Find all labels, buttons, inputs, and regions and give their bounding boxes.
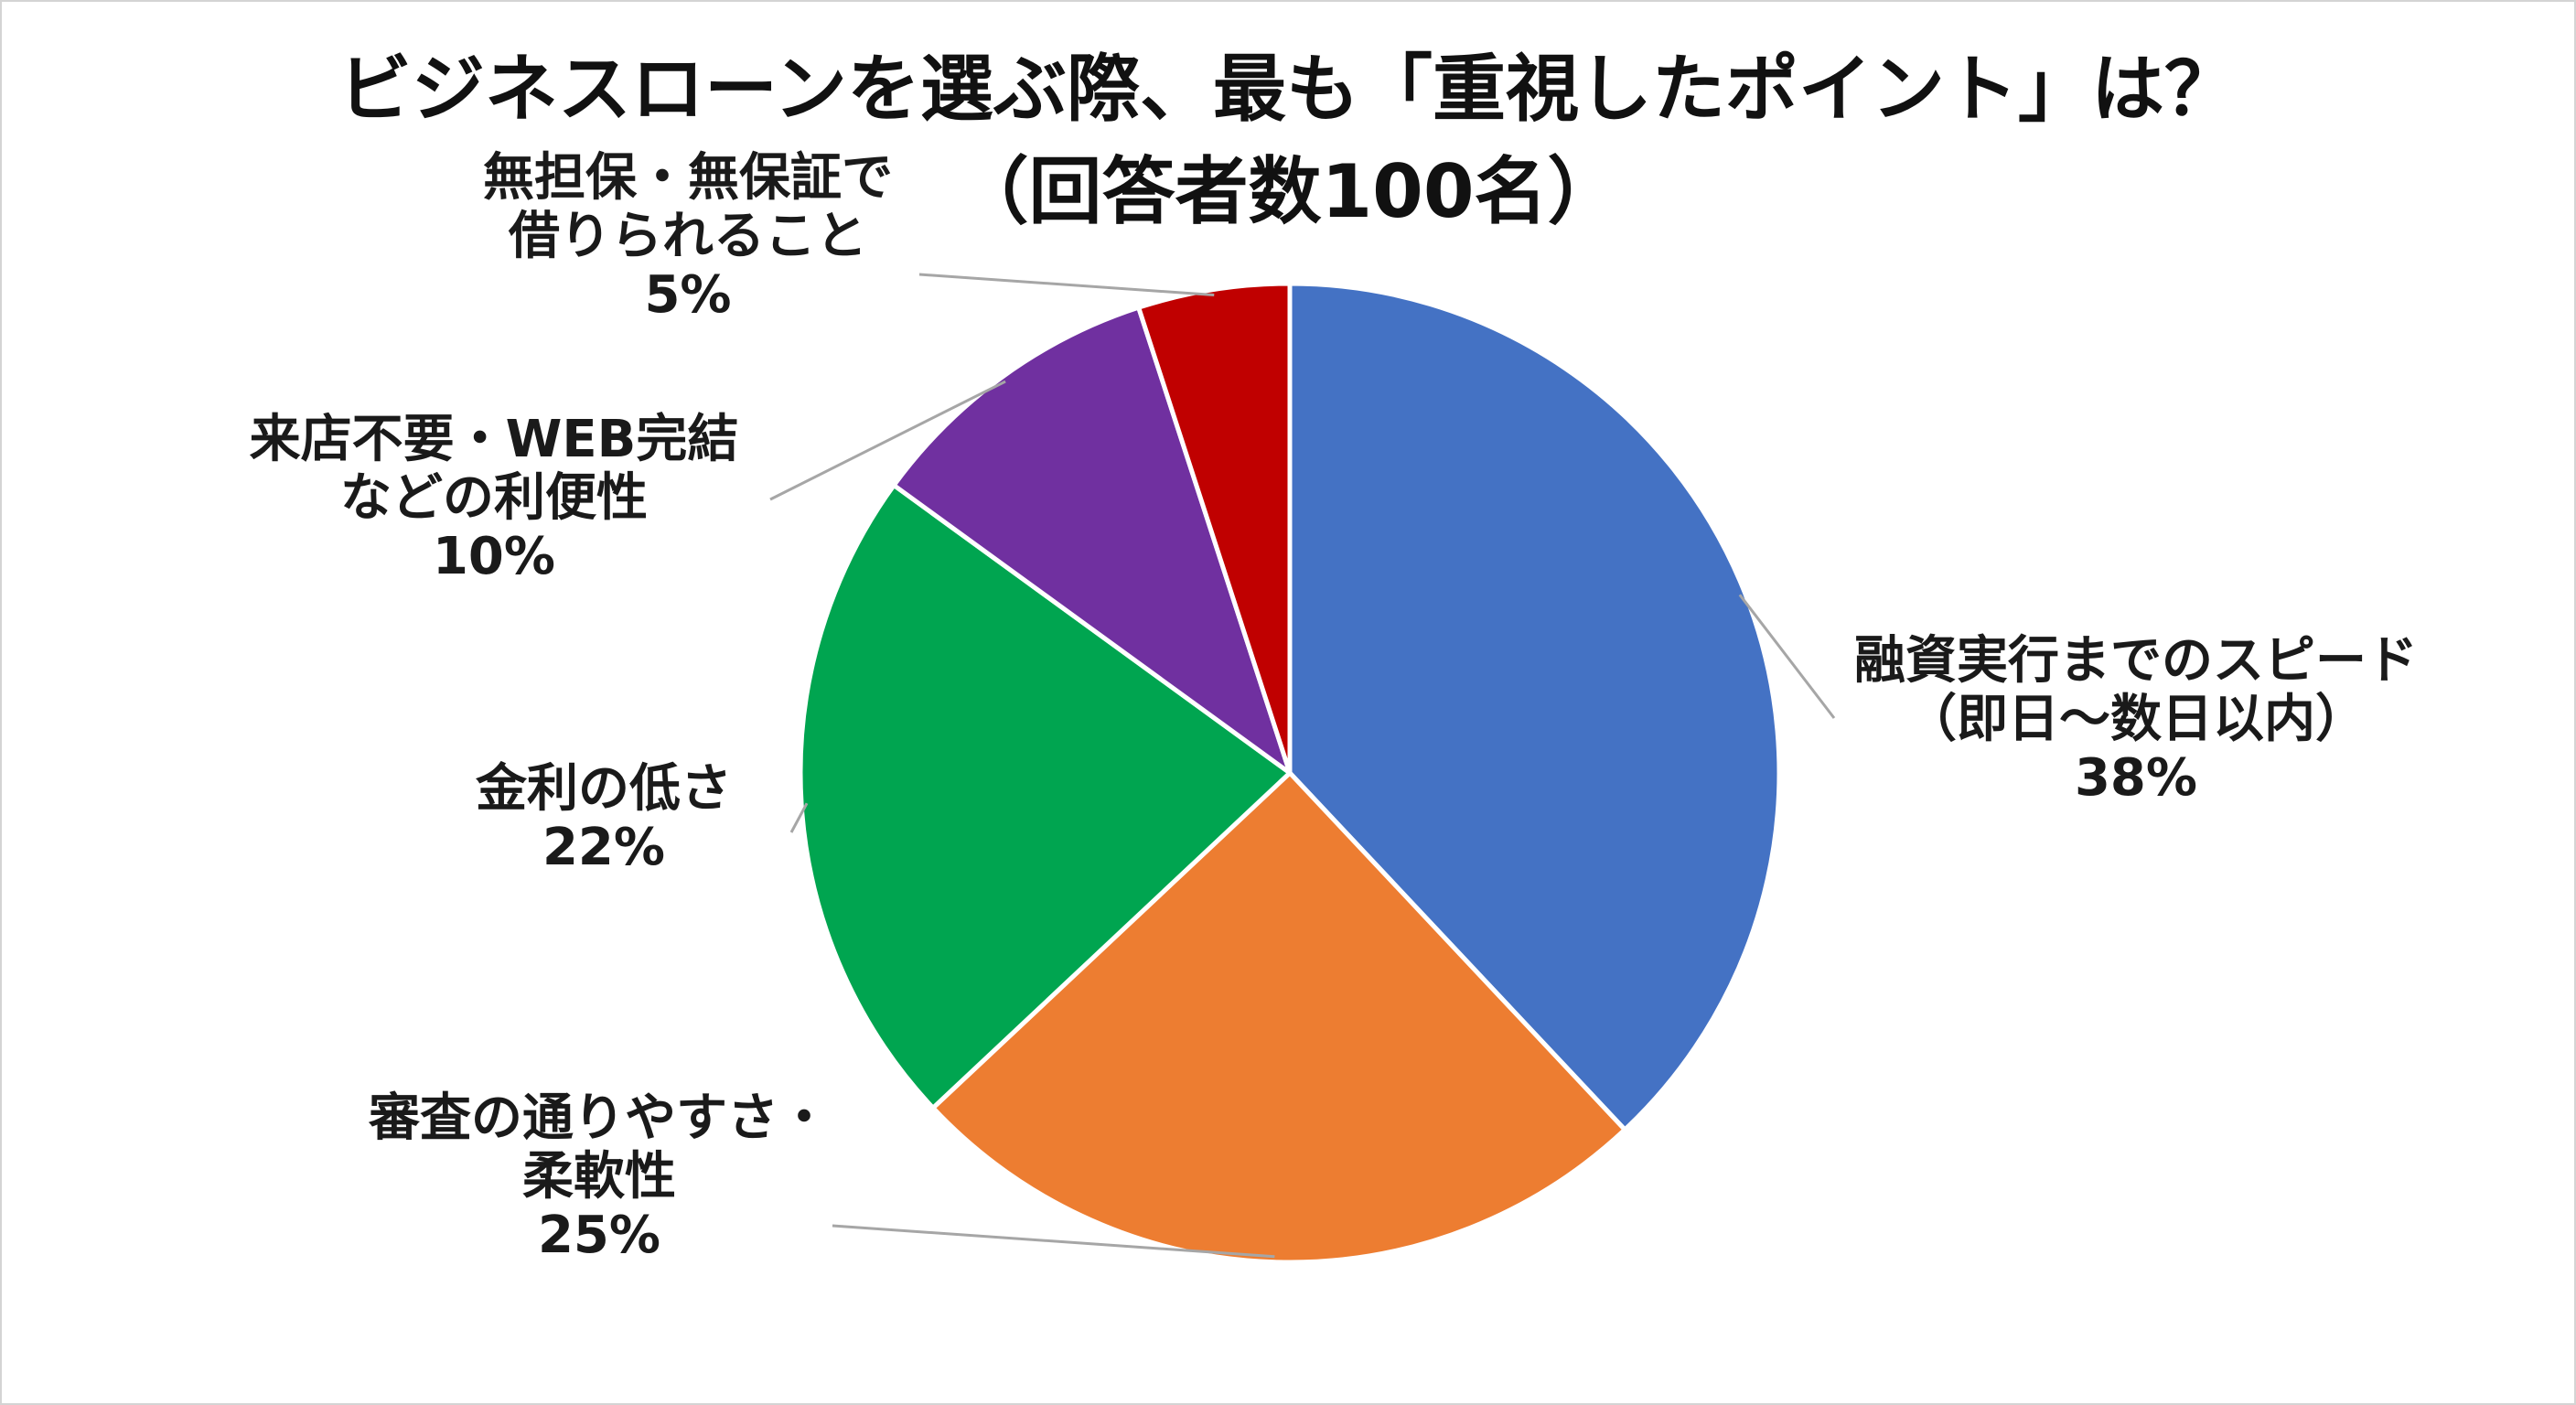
slice-label-1: 融資実行までのスピード（即日～数日以内） 38%: [1854, 631, 2418, 808]
slice-label-3: 金利の低さ 22%: [475, 759, 732, 877]
slice-value-label: 22%: [542, 818, 665, 877]
chart-subtitle: （回答者数100名）: [955, 149, 1621, 234]
leader-lines: [769, 273, 1836, 1259]
slice-category-label: （即日～数日以内）: [1905, 690, 2367, 749]
leader-line-1: [1738, 594, 1836, 719]
chart-title: ビジネスローンを選ぶ際、最も「重視したポイント」は？: [338, 47, 2238, 132]
slice-value-label: 25%: [538, 1206, 660, 1265]
pie-slice-2: [930, 770, 1627, 1265]
pie-slice-1: [1287, 281, 1782, 1132]
slice-value-label: 38%: [2075, 748, 2197, 808]
slice-labels: 融資実行までのスピード（即日～数日以内） 38% 審査の通りやすさ・柔軟性 25% 金利…: [250, 148, 2418, 1265]
pie-slice-5: [1136, 281, 1293, 776]
slice-label-4: 来店不要・WEB完結などの利便性 10%: [250, 410, 739, 586]
slice-label-2: 審査の通りやすさ・柔軟性 25%: [368, 1089, 830, 1265]
slice-category-label: 金利の低さ: [475, 759, 732, 819]
slice-category-label: 来店不要・WEB完結: [250, 410, 739, 469]
slice-category-label: などの利便性: [340, 468, 648, 528]
pie-slice-4: [891, 305, 1293, 776]
slice-value-label: 10%: [433, 527, 555, 586]
slice-category-label: 審査の通りやすさ・: [368, 1089, 830, 1148]
slice-category-label: 柔軟性: [522, 1147, 676, 1207]
slice-category-label: 借りられること: [508, 207, 867, 266]
leader-line-5: [918, 273, 1215, 297]
slice-label-5: 無担保・無保証で借りられること 5%: [483, 148, 893, 325]
slice-value-label: 5%: [644, 265, 731, 325]
chart-title-block: ビジネスローンを選ぶ際、最も「重視したポイント」は？ （回答者数100名）: [0, 38, 2576, 243]
leader-line-2: [832, 1224, 1275, 1259]
slice-category-label: 融資実行までのスピード: [1854, 631, 2418, 691]
leader-line-4: [769, 380, 1006, 501]
pie-slices: [798, 281, 1782, 1265]
leader-line-3: [789, 802, 809, 833]
slice-category-label: 無担保・無保証で: [483, 148, 893, 208]
pie-slice-3: [798, 483, 1293, 1110]
